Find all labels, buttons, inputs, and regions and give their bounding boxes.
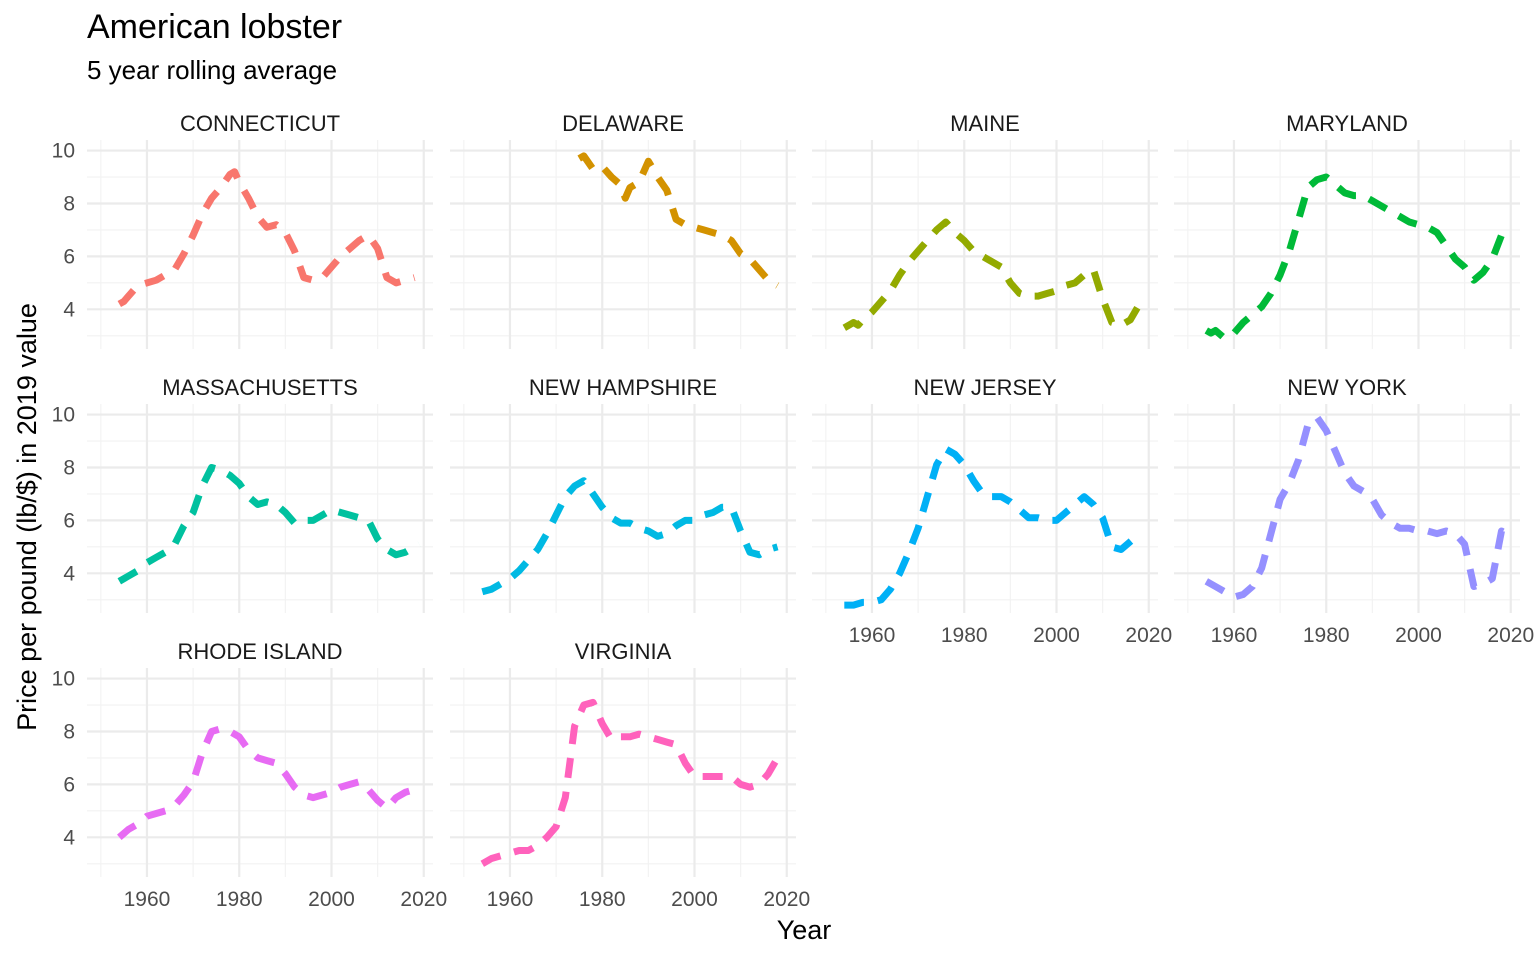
x-tick-label: 2000 bbox=[308, 888, 355, 911]
x-tick-label: 1960 bbox=[1211, 624, 1258, 647]
panel-virginia: VIRGINIA 1960 1980 2000 2020 bbox=[450, 639, 810, 911]
series-line bbox=[481, 477, 779, 596]
series-line bbox=[117, 168, 416, 308]
panel-massachusetts: MASSACHUSETTS 4 6 8 10 bbox=[52, 375, 433, 613]
panel-maine: MAINE bbox=[812, 111, 1158, 349]
chart-title: American lobster bbox=[87, 8, 342, 46]
series-line bbox=[1204, 413, 1508, 601]
x-tick-label: 1980 bbox=[1303, 624, 1350, 647]
panel-strip-label: VIRGINIA bbox=[575, 639, 672, 664]
x-tick-label: 1960 bbox=[849, 624, 896, 647]
x-tick-label: 2020 bbox=[400, 888, 447, 911]
x-tick-label: 1980 bbox=[579, 888, 626, 911]
y-axis-title: Price per pound (lb/$) in 2019 value bbox=[12, 303, 42, 731]
y-tick-label: 10 bbox=[52, 140, 75, 163]
panel-strip-label: MAINE bbox=[950, 111, 1020, 136]
panel-strip-label: MARYLAND bbox=[1286, 111, 1408, 136]
panel-delaware: DELAWARE bbox=[450, 111, 796, 349]
panel-new-hampshire: NEW HAMPSHIRE bbox=[450, 375, 796, 613]
panel-strip-label: NEW JERSEY bbox=[913, 375, 1056, 400]
series-line bbox=[117, 725, 422, 840]
x-tick-label: 1960 bbox=[487, 888, 534, 911]
x-tick-label: 1980 bbox=[941, 624, 988, 647]
x-tick-label: 2020 bbox=[1487, 624, 1534, 647]
x-tick-label: 2020 bbox=[763, 888, 810, 911]
panel-new-york: NEW YORK 1960 1980 2000 2020 bbox=[1174, 375, 1534, 647]
series-line bbox=[577, 152, 780, 289]
series-line bbox=[842, 218, 1146, 331]
x-tick-label: 2000 bbox=[671, 888, 718, 911]
series-line bbox=[117, 464, 421, 585]
y-tick-label: 6 bbox=[63, 773, 75, 796]
panel-connecticut: CONNECTICUT 4 6 8 10 bbox=[52, 111, 433, 349]
x-axis-title: Year bbox=[777, 915, 832, 945]
facet-panels: CONNECTICUT 4 6 8 10 DELAWARE MAINE MARYLAND MAS… bbox=[52, 111, 1534, 911]
x-tick-label: 1980 bbox=[216, 888, 263, 911]
y-tick-label: 4 bbox=[63, 826, 75, 849]
y-tick-label: 10 bbox=[52, 404, 75, 427]
x-tick-label: 1960 bbox=[124, 888, 171, 911]
panel-strip-label: DELAWARE bbox=[562, 111, 684, 136]
panel-strip-label: MASSACHUSETTS bbox=[162, 375, 358, 400]
y-tick-label: 6 bbox=[63, 509, 75, 532]
y-tick-label: 8 bbox=[63, 456, 75, 479]
panel-maryland: MARYLAND bbox=[1174, 111, 1520, 349]
x-tick-label: 2000 bbox=[1033, 624, 1080, 647]
x-tick-label: 2020 bbox=[1125, 624, 1172, 647]
x-tick-label: 2000 bbox=[1395, 624, 1442, 647]
series-line bbox=[480, 698, 783, 867]
y-tick-label: 6 bbox=[63, 245, 75, 268]
y-tick-label: 8 bbox=[63, 720, 75, 743]
y-tick-label: 4 bbox=[63, 298, 75, 321]
panel-strip-label: RHODE ISLAND bbox=[177, 639, 342, 664]
chart-subtitle: 5 year rolling average bbox=[87, 55, 337, 85]
series-line bbox=[1204, 173, 1509, 342]
panel-rhode-island: RHODE ISLAND 4 6 8 10 1960 1980 2000 2020 bbox=[52, 639, 447, 911]
panel-strip-label: CONNECTICUT bbox=[180, 111, 340, 136]
panel-new-jersey: NEW JERSEY 1960 1980 2000 2020 bbox=[812, 375, 1172, 647]
panel-strip-label: NEW HAMPSHIRE bbox=[529, 375, 717, 400]
series-line bbox=[844, 445, 1142, 609]
panel-strip-label: NEW YORK bbox=[1287, 375, 1407, 400]
y-tick-label: 10 bbox=[52, 668, 75, 691]
y-tick-label: 8 bbox=[63, 192, 75, 215]
y-tick-label: 4 bbox=[63, 562, 75, 585]
